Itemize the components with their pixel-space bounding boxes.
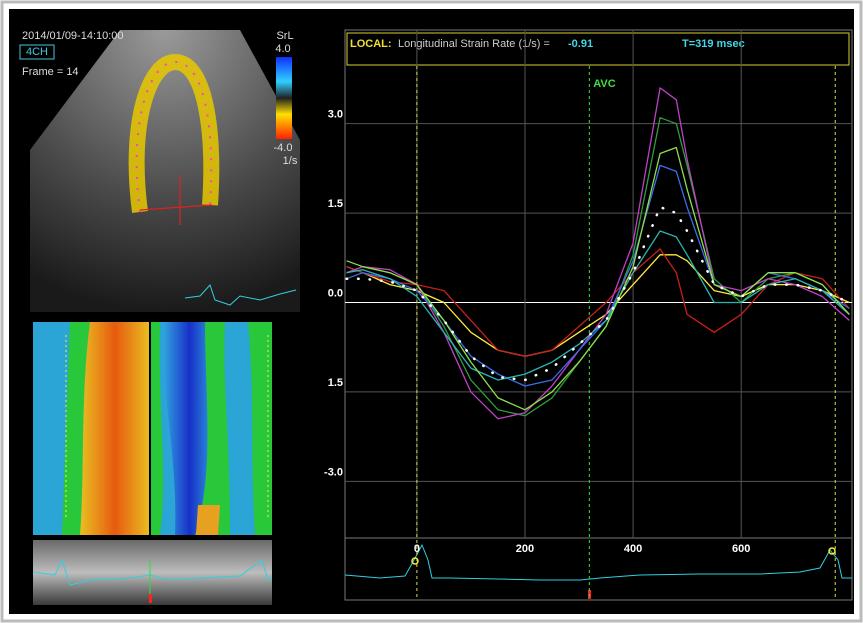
colorbar [276, 57, 292, 139]
anatomic-strip [33, 540, 272, 605]
view-label: 4CH [26, 46, 48, 58]
y-tick-label: 0.0 [328, 287, 343, 299]
header-time: T=319 msec [682, 38, 745, 50]
timestamp: 2014/01/09-14:10:00 [22, 30, 124, 42]
screen: 2014/01/09-14:10:00 4CH Frame = 14 SrL 4… [0, 0, 863, 623]
annotation: AVC [593, 78, 615, 90]
y-tick-label: 1.5 [328, 198, 343, 210]
x-tick-label: 200 [516, 543, 534, 555]
y-tick-label: 1.5 [328, 377, 343, 389]
header-value: -0.91 [568, 38, 593, 50]
colorbar-min: -4.0 [274, 142, 293, 154]
x-tick-label: 600 [732, 543, 750, 555]
y-tick-label: 3.0 [328, 109, 343, 121]
page: 2014/01/09-14:10:00 4CH Frame = 14 SrL 4… [0, 0, 863, 623]
header-measure: Longitudinal Strain Rate (1/s) = [398, 38, 550, 50]
colorbar-max: 4.0 [275, 43, 290, 55]
header-mode: LOCAL: [350, 38, 392, 50]
strip-marker [149, 594, 152, 603]
x-tick-label: 400 [624, 543, 642, 555]
mmode-band [196, 505, 220, 535]
y-tick-label: -3.0 [324, 466, 343, 478]
frame-label: Frame = 14 [22, 66, 79, 78]
colorbar-title: SrL [276, 30, 293, 42]
mmode-band [80, 322, 150, 535]
colorbar-unit: 1/s [283, 155, 298, 167]
